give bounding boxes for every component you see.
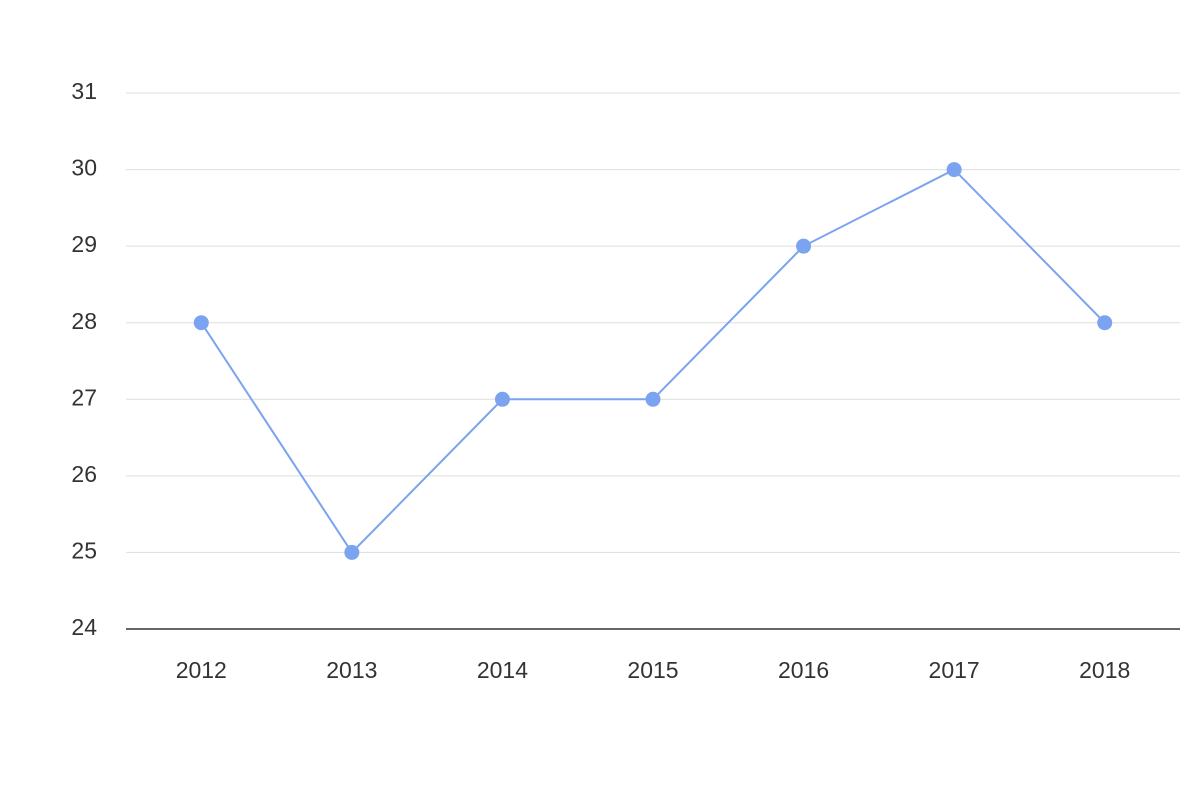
x-tick-label: 2017: [929, 657, 980, 683]
point: [494, 391, 510, 407]
point: [796, 238, 812, 254]
x-tick-label: 2018: [1079, 657, 1130, 683]
y-tick-label: 26: [71, 461, 97, 487]
point: [645, 391, 661, 407]
y-tick-label: 28: [71, 308, 97, 334]
y-tick-label: 25: [71, 538, 97, 564]
point: [1097, 315, 1113, 331]
y-tick-label: 30: [71, 155, 97, 181]
point: [946, 162, 962, 178]
line: [200, 168, 1106, 555]
point: [193, 315, 209, 331]
x-tick-label: 2016: [778, 657, 829, 683]
x-tick-label: 2014: [477, 657, 528, 683]
y-tick-label: 27: [71, 384, 97, 410]
y-tick-label: 29: [71, 231, 97, 257]
x-tick-label: 2013: [326, 657, 377, 683]
point: [344, 544, 360, 560]
x-tick-label: 2015: [627, 657, 678, 683]
x-tick-label: 2012: [176, 657, 227, 683]
y-tick-label: 31: [71, 78, 97, 104]
y-tick-label: 24: [71, 614, 97, 640]
